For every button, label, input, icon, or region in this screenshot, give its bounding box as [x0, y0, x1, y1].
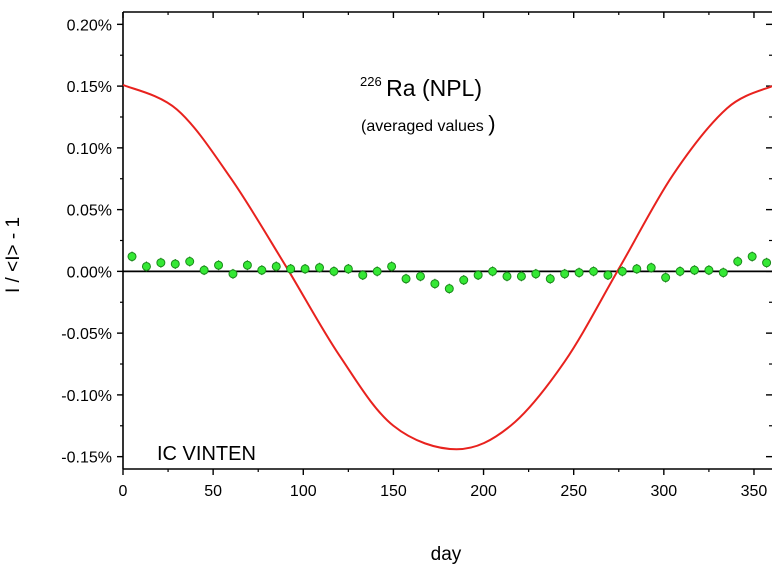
y-tick-label: -0.15% — [61, 450, 112, 467]
data-point — [617, 266, 627, 276]
x-tick-label: 50 — [204, 483, 222, 500]
data-point — [675, 266, 685, 276]
data-point — [228, 269, 238, 279]
annotation-subtitle: (averaged values ) — [361, 111, 496, 136]
data-point — [156, 258, 166, 268]
data-point — [315, 263, 325, 273]
data-point — [199, 265, 209, 275]
x-tick-label: 150 — [380, 483, 407, 500]
x-axis-title: day — [431, 544, 462, 565]
data-point — [185, 256, 195, 266]
y-tick-label: 0.10% — [67, 141, 112, 158]
data-point — [300, 264, 310, 274]
x-tick-label: 200 — [470, 483, 497, 500]
data-point — [488, 266, 498, 276]
x-tick-label: 300 — [650, 483, 677, 500]
data-point — [242, 260, 252, 270]
y-tick-label: 0.05% — [67, 203, 112, 220]
annotation-title: 226 Ra (NPL) — [360, 73, 482, 101]
data-point — [718, 268, 728, 278]
x-tick-label: 350 — [741, 483, 768, 500]
data-point — [286, 264, 296, 274]
annotation-title-superscript: 226 — [360, 74, 382, 89]
data-point — [170, 259, 180, 269]
x-axis-ticks: 0 50 100 150 200 250 300 350 — [119, 12, 768, 500]
seasonal-curve — [122, 83, 772, 451]
data-point — [214, 260, 224, 270]
data-point — [444, 284, 454, 294]
data-point — [401, 274, 411, 284]
data-point — [127, 252, 137, 262]
data-point — [545, 274, 555, 284]
annotation-subtitle-close: ) — [488, 111, 495, 136]
data-point — [646, 263, 656, 273]
data-point — [747, 252, 757, 262]
data-point — [343, 264, 353, 274]
data-point — [329, 266, 339, 276]
data-point — [733, 256, 743, 266]
detector-label: IC VINTEN — [157, 443, 256, 465]
data-point — [372, 266, 382, 276]
data-point — [632, 264, 642, 274]
data-point — [574, 268, 584, 278]
data-point — [531, 269, 541, 279]
data-point — [560, 269, 570, 279]
data-point — [430, 279, 440, 289]
data-point — [589, 266, 599, 276]
data-point — [762, 258, 772, 268]
data-point — [257, 265, 267, 275]
data-point — [516, 271, 526, 281]
x-tick-label: 0 — [119, 483, 128, 500]
data-point — [141, 261, 151, 271]
curve-layer — [122, 83, 772, 451]
y-tick-label: 0.00% — [67, 264, 112, 281]
data-point — [689, 265, 699, 275]
data-point — [271, 261, 281, 271]
x-tick-label: 100 — [290, 483, 317, 500]
data-point — [704, 265, 714, 275]
data-point — [387, 261, 397, 271]
x-tick-label: 250 — [560, 483, 587, 500]
y-tick-label: 0.15% — [67, 79, 112, 96]
y-tick-label: -0.05% — [61, 326, 112, 343]
data-point — [473, 270, 483, 280]
data-point — [603, 270, 613, 280]
y-axis-title: I / <I> - 1 — [3, 217, 24, 293]
data-point — [358, 270, 368, 280]
y-tick-label: -0.10% — [61, 388, 112, 405]
data-point — [502, 271, 512, 281]
y-tick-label: 0.20% — [67, 17, 112, 34]
annotation-title-main: Ra (NPL) — [386, 75, 482, 101]
data-point — [459, 275, 469, 285]
data-point — [661, 273, 671, 283]
annotation-subtitle-text: (averaged values — [361, 118, 484, 135]
y-axis-ticks: -0.15% -0.10% -0.05% 0.00% 0.05% 0.10% 0.15% 0.… — [61, 17, 772, 467]
data-point — [415, 271, 425, 281]
points-layer — [127, 251, 772, 294]
